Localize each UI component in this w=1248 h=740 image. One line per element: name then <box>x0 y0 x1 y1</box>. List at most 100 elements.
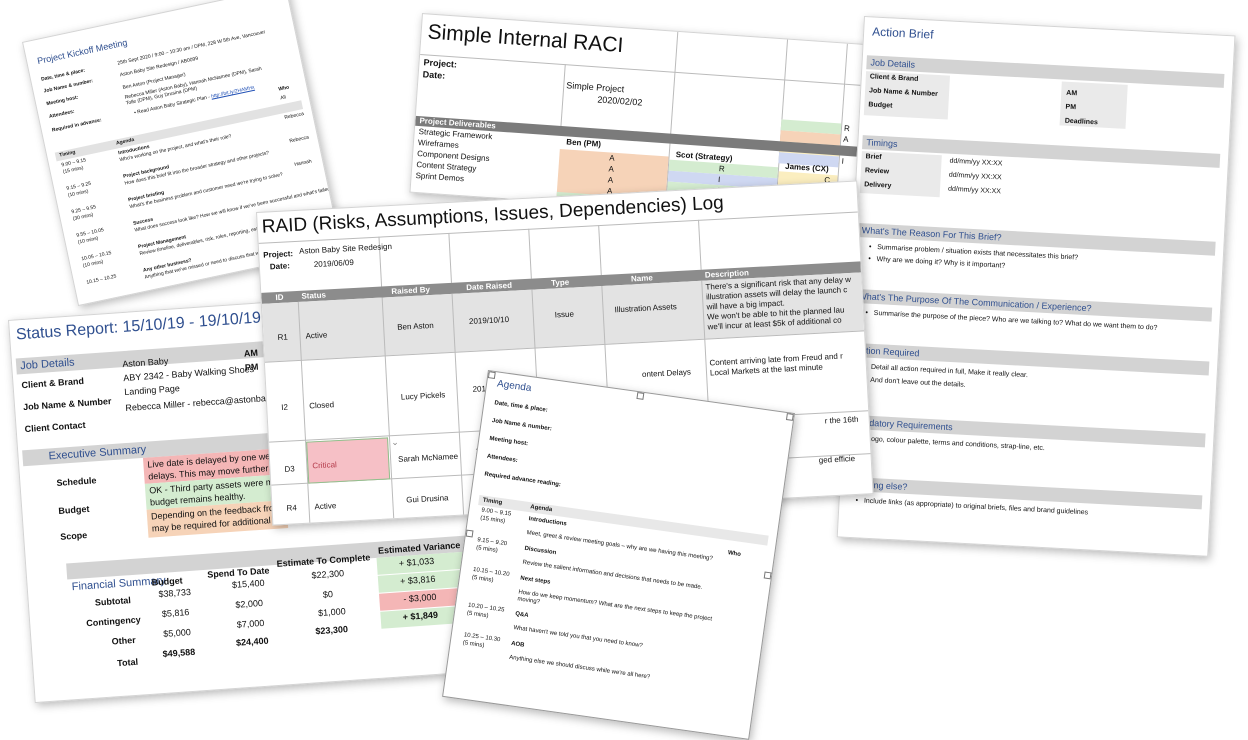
action-bullet-text: Why are we doing it? Why is it important… <box>876 255 1006 270</box>
raid-date-value: 2019/06/09 <box>313 257 355 270</box>
status-job-value: Landing Page <box>123 383 181 398</box>
raid-status: Active <box>305 330 328 341</box>
action-job-right: AM <box>1066 89 1078 98</box>
raid-desc: r the 16th <box>824 414 859 426</box>
fin-variance: + $3,816 <box>399 573 436 587</box>
status-title: Status Report: 15/10/19 - 19/10/19 <box>15 309 262 344</box>
fin-etc: $23,300 <box>315 624 349 637</box>
raci-date-label: Date: <box>422 69 446 81</box>
raid-col: Name <box>630 273 654 284</box>
kickoff-all: All <box>279 94 287 102</box>
status-exec-label: Scope <box>59 530 88 542</box>
row-who: Hannah <box>293 158 313 168</box>
raid-id: R4 <box>286 503 298 513</box>
action-bullet-text: Detail all action required in full, Make… <box>870 363 1029 380</box>
status-job-label: Job Name & Number <box>22 395 112 413</box>
agenda-doc[interactable]: Agenda Date, time & place: Job Name & nu… <box>442 370 795 740</box>
resize-handle[interactable] <box>636 392 645 400</box>
action-section: What's The Reason For This Brief? • Summ… <box>851 222 1223 298</box>
action-timing-label: Brief <box>865 153 882 162</box>
action-bullet-text: Logo, colour palette, terms and conditio… <box>866 435 1045 453</box>
raid-grid-line <box>448 232 452 283</box>
action-section: What's The Purpose Of The Communication … <box>848 288 1220 352</box>
raci-grid-line <box>559 64 566 134</box>
row-heading: Next steps <box>519 575 551 586</box>
raid-status: Active <box>314 501 337 512</box>
raci-value: A <box>608 164 615 174</box>
fin-variance: + $1,033 <box>398 555 435 569</box>
action-job-label: Budget <box>868 101 893 110</box>
raid-col: Status <box>301 290 327 301</box>
row-text: Anything else we should discuss while we… <box>508 654 651 681</box>
raid-id: D3 <box>284 464 295 474</box>
status-am: AM <box>243 347 259 359</box>
raci-legend-a: A <box>842 134 849 145</box>
action-section: Mandatory Requirements • Logo, colour pa… <box>842 414 1214 478</box>
raid-id: R1 <box>277 332 289 343</box>
action-bullet: • Why are we doing it? Why is it importa… <box>868 255 1006 270</box>
fin-budget: $49,588 <box>162 646 196 660</box>
action-bullet: • Logo, colour palette, terms and condit… <box>859 435 1045 453</box>
raid-type: Issue <box>554 309 575 320</box>
row-heading: Q&A <box>514 611 529 620</box>
raci-deliverable: Wireframes <box>417 138 460 150</box>
raid-project-label: Project: <box>263 249 294 260</box>
raci-grid-line <box>420 53 882 88</box>
action-timing-value: dd/mm/yy XX:XX <box>948 171 1002 182</box>
resize-handle[interactable] <box>785 413 794 421</box>
raid-name: ontent Delays <box>641 367 692 380</box>
raid-desc: ged efficie <box>818 453 856 465</box>
agenda-label: Job Name & number: <box>491 418 553 433</box>
action-brief-doc: Action Brief Job Details Client & Brand … <box>836 16 1236 557</box>
fin-etc: $22,300 <box>311 568 345 581</box>
agenda-title: Agenda <box>496 378 533 395</box>
dropdown-chevron-icon[interactable]: ⌄ <box>390 436 400 448</box>
row-heading: AOB <box>510 640 525 649</box>
row-who: Rebecca <box>283 111 305 122</box>
agenda-label: Meeting host: <box>489 435 529 448</box>
raci-value: A <box>609 153 615 163</box>
fin-row-label: Total <box>116 656 139 669</box>
raci-legend-i: I <box>841 156 845 166</box>
row-heading: Introductions <box>528 516 568 528</box>
status-exec-label: Schedule <box>56 475 97 489</box>
raci-value: R <box>718 164 725 174</box>
raid-name: Illustration Assets <box>614 302 678 315</box>
agenda-label: Date, time & place: <box>494 400 549 414</box>
action-job-right: Deadlines <box>1064 117 1098 127</box>
raid-raised-by: Gui Drusina <box>406 493 449 505</box>
status-job-label: Client & Brand <box>21 375 85 391</box>
row-duration: (10 mins) <box>82 258 104 270</box>
kickoff-label: Required in advance: <box>51 117 103 134</box>
action-bullet: • And don't leave out the details. <box>862 376 966 389</box>
kickoff-fields: Date, time & place: 25th Sept 2020 / 9:0… <box>23 0 290 133</box>
action-bullet-text: And don't leave out the details. <box>870 376 966 389</box>
action-timing-label: Delivery <box>863 181 892 190</box>
raid-col: Type <box>550 277 570 288</box>
resize-handle[interactable] <box>487 371 496 380</box>
action-title: Action Brief <box>871 24 934 42</box>
raid-grid-line <box>698 219 702 270</box>
raid-raised-by: Lucy Pickels <box>400 390 446 402</box>
raci-person: Ben (PM) <box>566 137 602 149</box>
raci-legend-r: R <box>843 123 851 134</box>
status-job-value: Aston Baby <box>122 355 169 370</box>
raid-status: Critical <box>312 460 338 471</box>
raci-project-value: Simple Project <box>565 80 625 95</box>
raid-grid-line <box>528 228 532 279</box>
fin-variance: - $3,000 <box>403 591 437 605</box>
raci-date-value: 2020/02/02 <box>597 94 643 108</box>
raci-project-label: Project: <box>423 57 458 70</box>
raid-date-label: Date: <box>269 261 291 272</box>
action-section: Action Required • Detail all action requ… <box>845 342 1217 418</box>
row-duration: (10 mins) <box>77 235 99 246</box>
row-duration: (10 mins) <box>67 188 89 199</box>
raid-raised-by: Sarah McNamee <box>397 451 459 464</box>
status-job-label: Client Contact <box>24 419 86 435</box>
action-section: Anything else? • Include links (as appro… <box>839 476 1211 539</box>
row-who: Rebecca <box>288 134 310 145</box>
raid-col: ID <box>275 292 284 303</box>
raid-project-value: Aston Baby Site Redesign <box>298 241 393 256</box>
agenda-label: Attendees: <box>486 453 519 464</box>
action-timing-value: dd/mm/yy XX:XX <box>947 185 1002 196</box>
